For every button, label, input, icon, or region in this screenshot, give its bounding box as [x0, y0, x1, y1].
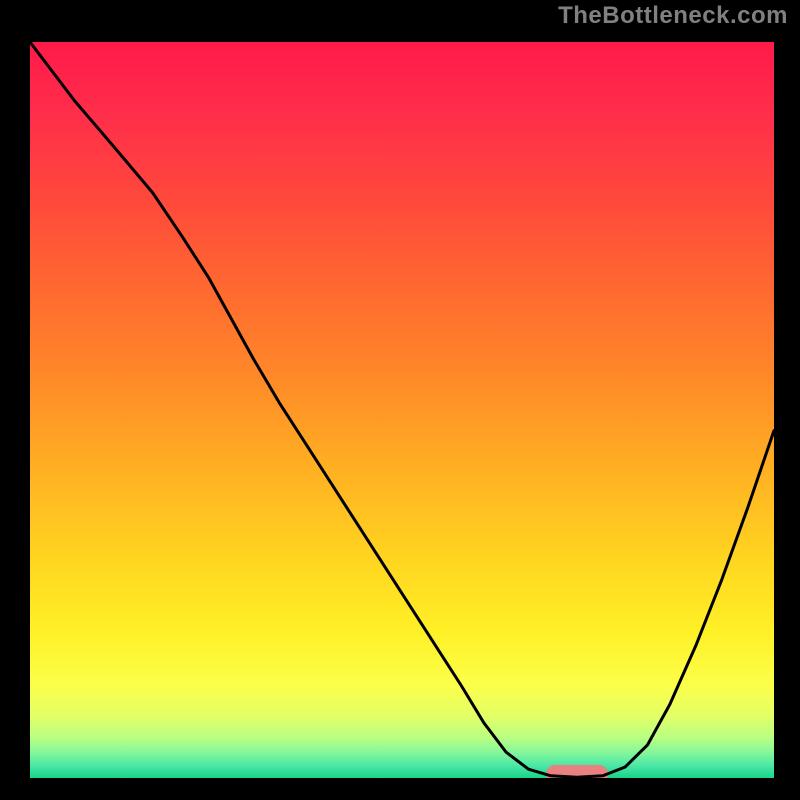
- bottleneck-curve: [30, 42, 774, 778]
- plot-inner: [30, 42, 774, 778]
- plot-area: [18, 30, 786, 790]
- chart-frame: TheBottleneck.com: [0, 0, 800, 800]
- watermark-text: TheBottleneck.com: [558, 2, 788, 30]
